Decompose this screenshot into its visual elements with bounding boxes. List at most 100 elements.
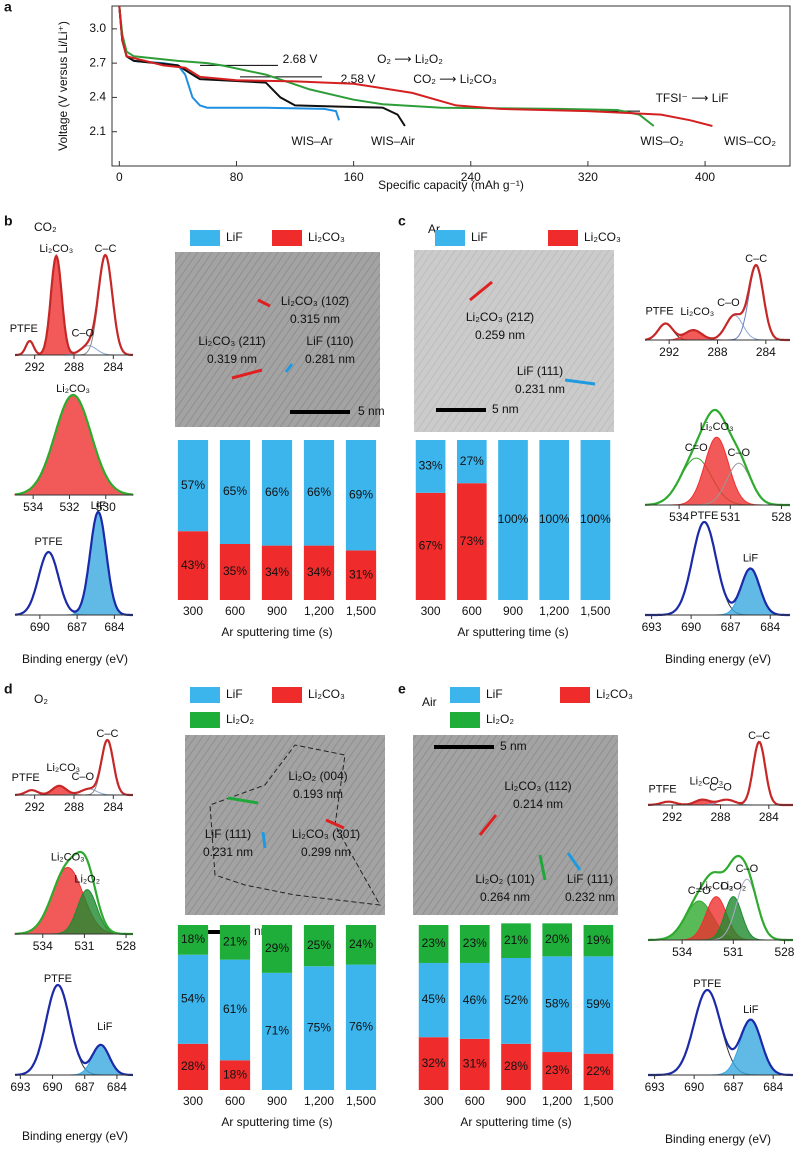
tem-label: Li₂CO₃ (112) bbox=[504, 779, 571, 793]
panel-gas: O₂ bbox=[34, 692, 48, 706]
value-label: 20% bbox=[545, 932, 569, 946]
peak-label: C–O bbox=[709, 782, 732, 794]
annotation: CO₂ ⟶ Li₂CO₃ bbox=[413, 72, 497, 86]
value-label: 23% bbox=[545, 1063, 569, 1077]
fit-component bbox=[14, 984, 133, 1076]
x-tick-label: 300 bbox=[421, 604, 441, 618]
bar-segment bbox=[501, 923, 531, 958]
peak-label: PTFE bbox=[648, 784, 676, 796]
bar-segment bbox=[261, 972, 293, 1090]
value-label: 100% bbox=[539, 512, 570, 526]
x-axis-label: Specific capacity (mAh g⁻¹) bbox=[378, 178, 524, 192]
legend-label: LiF bbox=[226, 230, 243, 244]
value-label: 28% bbox=[504, 1059, 528, 1073]
value-label: 18% bbox=[223, 1067, 247, 1081]
fit-component bbox=[15, 1044, 133, 1076]
x-tick-label: 532 bbox=[59, 500, 79, 514]
x-tick-label: 1,500 bbox=[346, 604, 376, 618]
annotation: 2.68 V bbox=[283, 52, 318, 66]
value-label: 27% bbox=[460, 454, 484, 468]
panel-letter: b bbox=[4, 213, 13, 229]
x-tick-label: 693 bbox=[10, 1080, 30, 1094]
bar-segment bbox=[345, 440, 377, 551]
panel-gas: Air bbox=[422, 695, 437, 709]
x-tick-label: 690 bbox=[30, 620, 50, 634]
x-tick-label: 684 bbox=[760, 620, 780, 634]
legend-label: Li₂CO₃ bbox=[596, 687, 633, 701]
axis-label: Binding energy (eV) bbox=[665, 1132, 771, 1146]
x-tick-label: 684 bbox=[763, 1080, 783, 1094]
value-label: 34% bbox=[265, 565, 289, 579]
x-tick-label: 530 bbox=[96, 500, 116, 514]
bar-segment bbox=[177, 531, 209, 600]
envelope bbox=[15, 738, 133, 797]
bar-segment bbox=[345, 550, 377, 600]
value-label: 34% bbox=[307, 565, 331, 579]
axis-label: Binding energy (eV) bbox=[22, 652, 128, 666]
x-axis-label: Ar sputtering time (s) bbox=[457, 625, 568, 639]
tem-image bbox=[175, 252, 380, 427]
bar-segment bbox=[177, 1043, 209, 1090]
lattice-mark bbox=[478, 814, 498, 836]
value-label: 18% bbox=[181, 932, 205, 946]
panel-letter: e bbox=[398, 681, 406, 697]
fit-component bbox=[645, 436, 790, 506]
tem-label: 0.214 nm bbox=[513, 797, 563, 811]
peak-label: C–C bbox=[748, 730, 770, 742]
bar-segment bbox=[418, 962, 449, 1038]
value-label: 67% bbox=[419, 539, 443, 553]
bar-segment bbox=[177, 440, 209, 532]
legend-swatch bbox=[435, 230, 465, 246]
peak-label: C–C bbox=[94, 243, 116, 255]
value-label: 46% bbox=[463, 993, 487, 1007]
lattice-mark bbox=[261, 831, 267, 849]
tem-image bbox=[185, 735, 385, 915]
x-tick-label: 400 bbox=[695, 170, 715, 184]
peak-label: Li₂CO₃ bbox=[39, 243, 73, 255]
x-tick-label: 534 bbox=[33, 939, 53, 953]
x-tick-label: 292 bbox=[662, 810, 682, 824]
fit-component bbox=[14, 394, 134, 496]
bar-segment bbox=[415, 440, 446, 493]
tem-label: 0.264 nm bbox=[480, 890, 530, 904]
bar-segment bbox=[345, 925, 377, 965]
value-label: 76% bbox=[349, 1019, 373, 1033]
tem-label: 0.231 nm bbox=[515, 382, 565, 396]
plot-frame bbox=[111, 5, 791, 167]
x-tick-label: 693 bbox=[642, 620, 662, 634]
tem-label: Li₂CO₃ (211̄) bbox=[198, 334, 265, 348]
peak-label: LiF bbox=[743, 1004, 759, 1016]
x-tick-label: 528 bbox=[771, 510, 791, 524]
x-tick-label: 240 bbox=[461, 170, 481, 184]
bar-segment bbox=[456, 440, 487, 484]
x-tick-label: 284 bbox=[103, 800, 123, 814]
envelope bbox=[645, 408, 790, 507]
bar-segment bbox=[219, 959, 251, 1061]
peak-label: PTFE bbox=[12, 772, 40, 784]
x-tick-label: 300 bbox=[424, 1094, 444, 1108]
tem-shade bbox=[175, 252, 380, 427]
tem-label: Li₂CO₃ (301̄) bbox=[292, 827, 360, 841]
bar-segment bbox=[418, 925, 449, 963]
bar-segment bbox=[303, 440, 335, 546]
peak-label: Li₂O₂ bbox=[720, 880, 746, 892]
lattice-mark bbox=[469, 280, 493, 302]
bar-segment bbox=[542, 923, 573, 957]
series-label: WIS–Ar bbox=[291, 134, 332, 148]
peak-label: Li₂O₂ bbox=[74, 874, 100, 886]
peak-label: Li₂CO₃ bbox=[680, 306, 714, 318]
series-label: WIS–CO₂ bbox=[724, 134, 776, 148]
x-tick-label: 1,200 bbox=[304, 604, 334, 618]
bar-segment bbox=[583, 925, 614, 957]
x-axis-label: Ar sputtering time (s) bbox=[221, 625, 332, 639]
panel-letter: c bbox=[398, 213, 406, 229]
lattice-mark bbox=[231, 368, 263, 380]
fit-component bbox=[15, 255, 133, 356]
peak-label: PTFE bbox=[693, 978, 721, 990]
peak-label: C–C bbox=[96, 728, 118, 740]
y-tick-label: 2.4 bbox=[89, 90, 106, 104]
legend-label: LiF bbox=[486, 687, 503, 701]
tem-label: LiF (111) bbox=[205, 827, 251, 841]
x-tick-label: 900 bbox=[267, 1094, 287, 1108]
